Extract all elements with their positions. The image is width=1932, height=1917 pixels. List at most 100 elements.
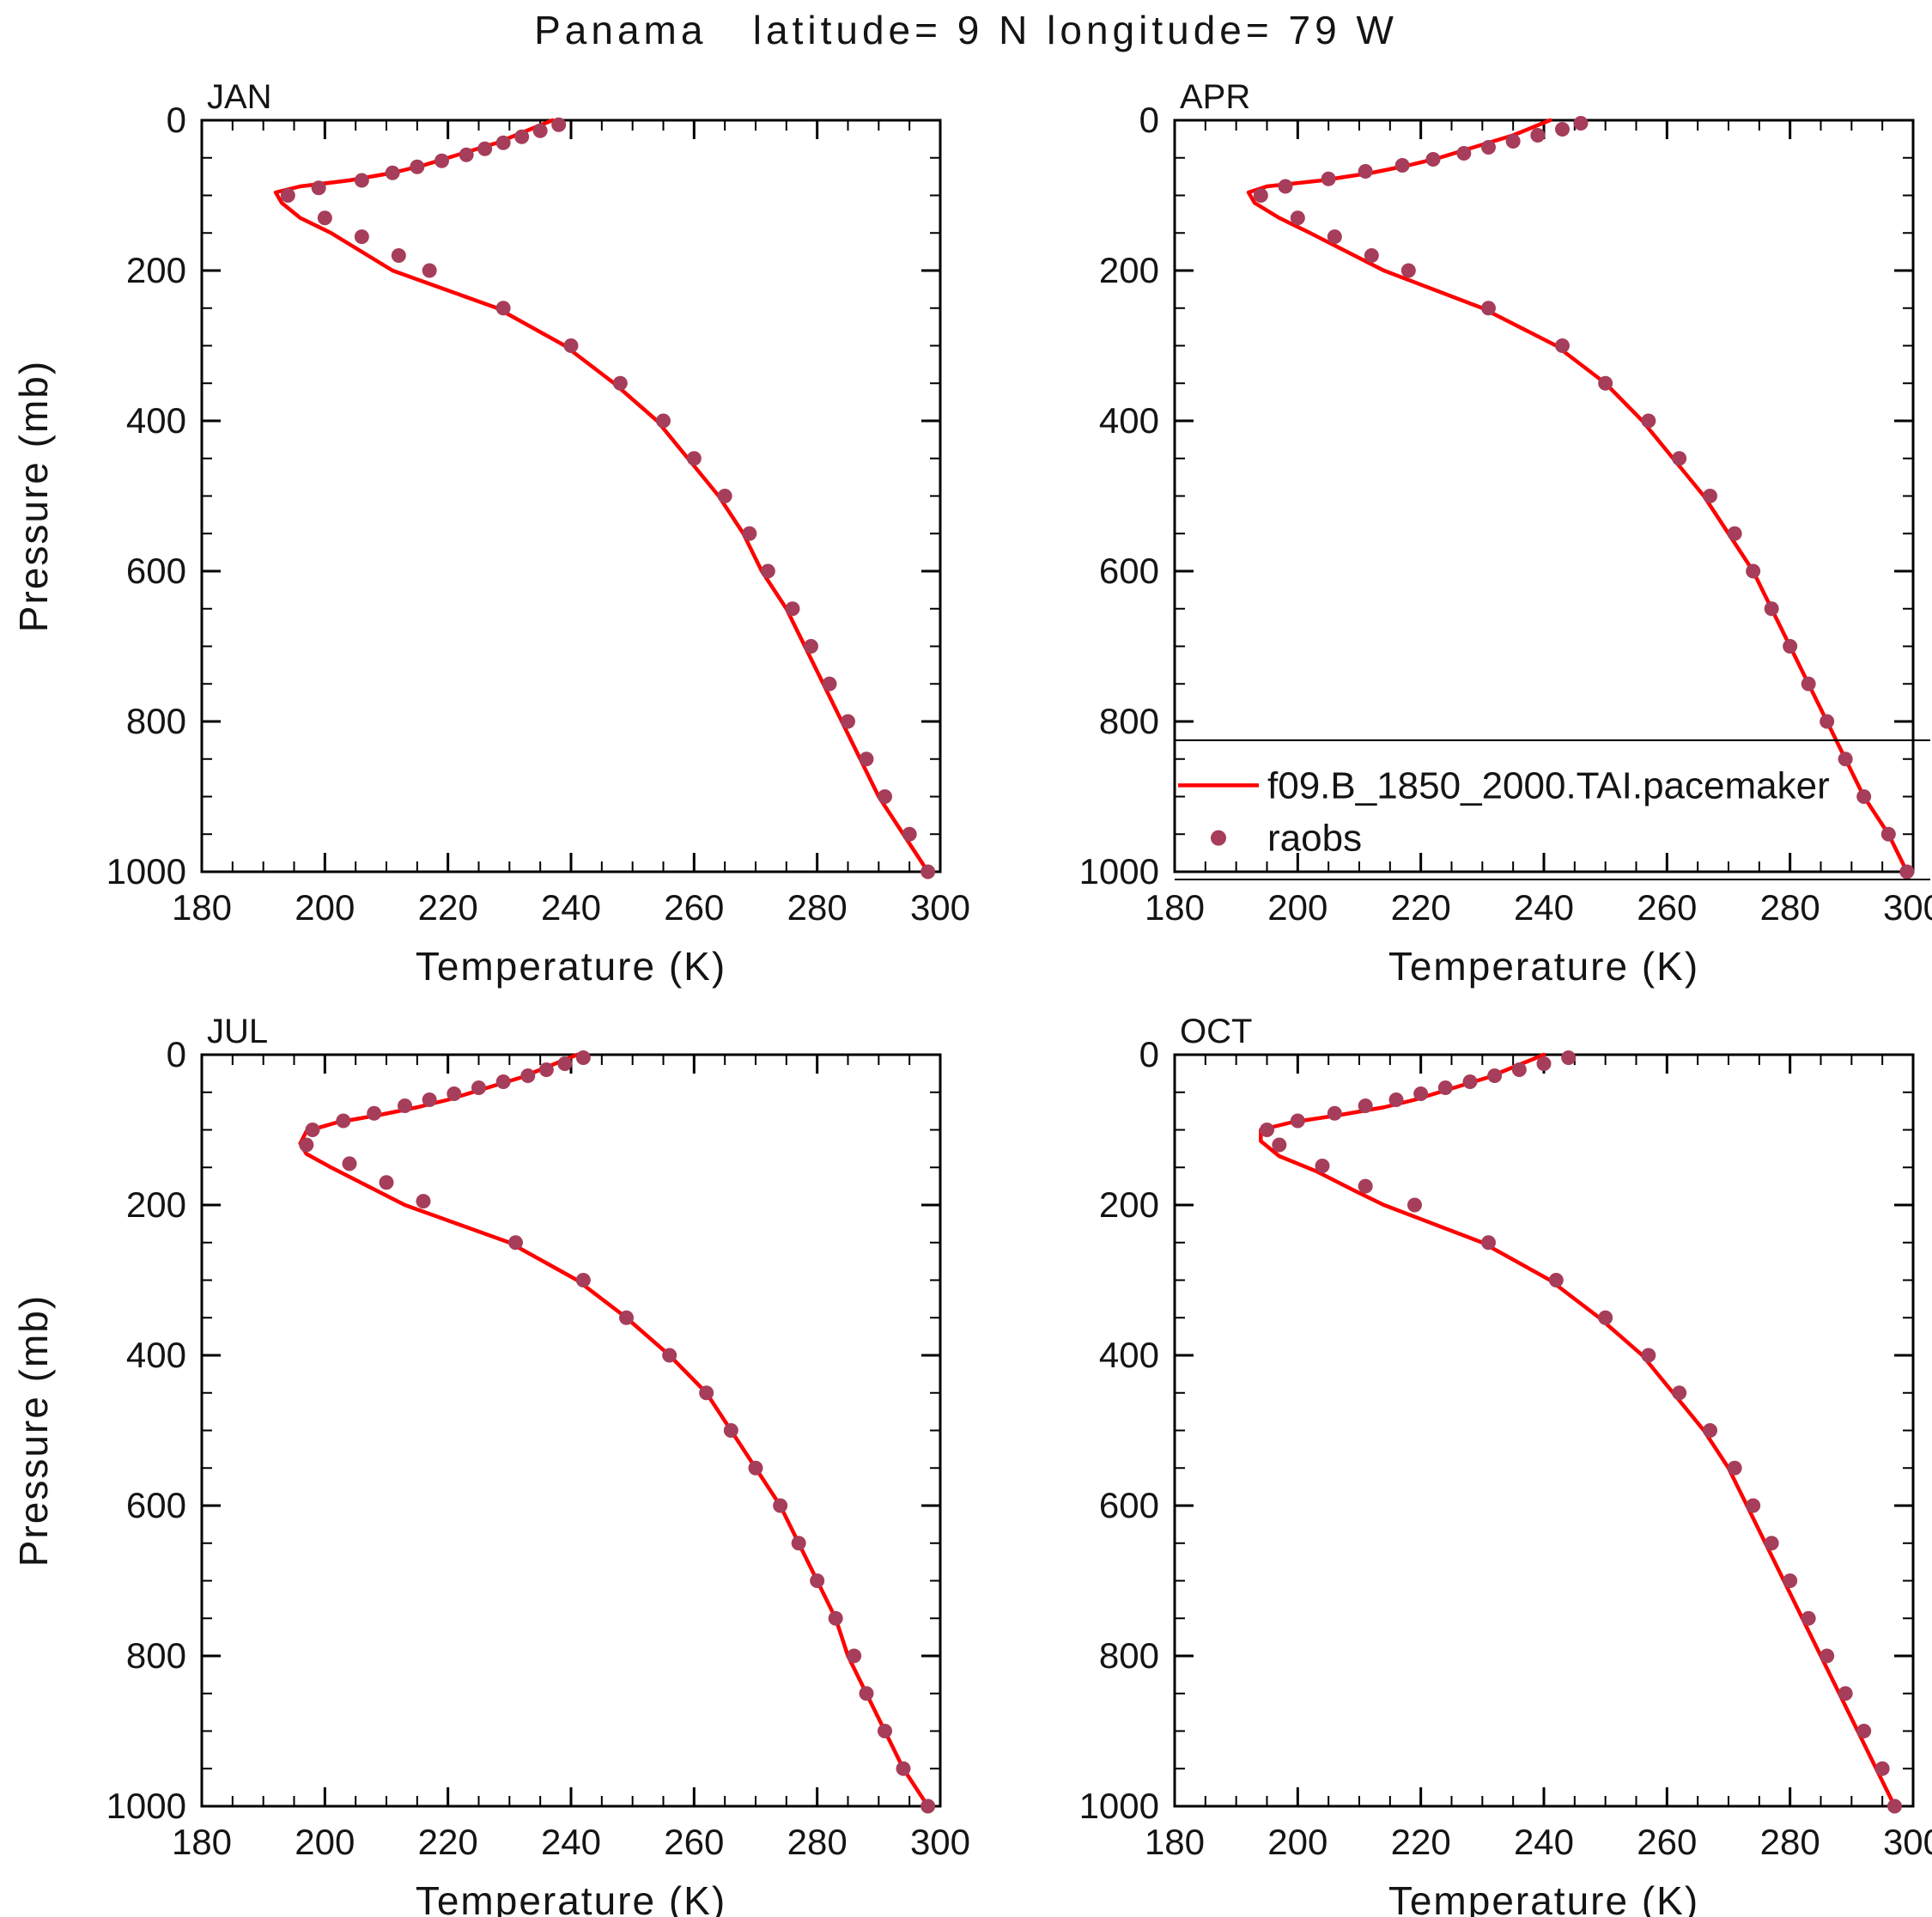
x-tick-label: 220 <box>1391 887 1451 928</box>
obs-dot <box>822 676 837 691</box>
x-tick-label: 260 <box>664 1822 724 1862</box>
x-tick-label: 200 <box>295 1822 355 1862</box>
x-tick-label: 220 <box>418 1822 478 1862</box>
obs-dot <box>354 173 369 188</box>
obs-dots <box>280 117 936 879</box>
obs-dot <box>311 180 326 196</box>
y-axis-title: Pressure (mb) <box>11 1294 56 1567</box>
obs-dot <box>379 1175 394 1190</box>
obs-dot <box>495 135 511 150</box>
obs-dot <box>1746 563 1761 579</box>
obs-dot <box>1764 601 1779 617</box>
y-tick-label: 600 <box>126 551 186 591</box>
obs-dot <box>878 789 892 804</box>
y-tick-label: 600 <box>1099 1485 1159 1525</box>
y-tick-label: 1000 <box>1079 851 1159 892</box>
obs-dot <box>398 1098 412 1113</box>
obs-dot <box>1641 1348 1656 1363</box>
obs-dot <box>859 752 874 767</box>
x-tick-label: 240 <box>1514 887 1574 928</box>
obs-dot <box>1530 128 1546 143</box>
obs-dot <box>785 601 800 617</box>
obs-dot <box>1887 1798 1902 1814</box>
obs-dot <box>1327 1105 1342 1121</box>
panel-month-label: APR <box>1180 78 1250 116</box>
panel-month-label: OCT <box>1180 1013 1252 1050</box>
obs-dot <box>656 413 671 429</box>
obs-dot <box>1388 1092 1404 1107</box>
obs-dot <box>1481 140 1496 155</box>
obs-dot <box>1801 1610 1816 1626</box>
obs-dot <box>1899 864 1915 879</box>
obs-dot <box>538 1062 554 1077</box>
obs-dot <box>459 147 474 162</box>
obs-dot <box>1260 1123 1274 1137</box>
x-tick-label: 300 <box>910 1822 970 1862</box>
obs-dot <box>748 1460 763 1476</box>
obs-dot <box>354 229 369 245</box>
tick-labels: 180 200 220 240 260 280 300 0 200 400 600 800 1000 <box>106 1034 970 1862</box>
y-tick-label: 200 <box>1099 250 1159 290</box>
y-tick-label: 600 <box>126 1485 186 1525</box>
obs-dot <box>717 489 732 503</box>
obs-dot <box>305 1123 320 1137</box>
obs-dot <box>508 1235 523 1251</box>
tick-labels: 180 200 220 240 260 280 300 0 200 400 600 800 1000 <box>1079 100 1932 928</box>
obs-dot <box>1672 1385 1687 1401</box>
obs-dot <box>422 1092 437 1107</box>
x-tick-label: 220 <box>418 887 478 928</box>
tick-labels: 180 200 220 240 260 280 300 0 200 400 600 800 1000 <box>106 100 970 928</box>
x-tick-label: 300 <box>910 887 970 928</box>
y-tick-label: 0 <box>1139 1034 1159 1074</box>
obs-dot <box>1358 164 1373 179</box>
obs-dot <box>1290 210 1305 226</box>
obs-dot <box>1856 1724 1872 1738</box>
x-tick-label: 220 <box>1391 1822 1451 1862</box>
obs-dot <box>1272 1137 1287 1153</box>
obs-dot <box>878 1724 892 1738</box>
model-line <box>1259 1052 1897 1809</box>
ticks <box>200 119 942 873</box>
obs-dot <box>791 1536 806 1551</box>
obs-dot <box>410 159 425 174</box>
obs-dot <box>810 1573 825 1588</box>
y-tick-label: 800 <box>1099 1635 1159 1676</box>
obs-dot <box>723 1423 738 1438</box>
obs-dot <box>760 563 775 579</box>
x-axis-title: Temperature (K) <box>1388 1878 1699 1917</box>
obs-dot <box>299 1137 314 1153</box>
obs-dot <box>1801 676 1816 691</box>
obs-dot <box>619 1310 634 1325</box>
model-line <box>273 118 930 874</box>
obs-dot <box>575 1050 591 1065</box>
y-tick-label: 200 <box>126 250 186 290</box>
obs-dot <box>1555 122 1570 137</box>
obs-dot <box>1487 1068 1503 1083</box>
obs-dot <box>1400 263 1416 278</box>
obs-dot <box>280 188 295 203</box>
obs-dot <box>1641 413 1656 429</box>
obs-dot <box>1783 1573 1798 1588</box>
obs-dot <box>1703 489 1717 503</box>
x-axis-title: Temperature (K) <box>416 944 726 989</box>
obs-dot <box>1598 375 1613 391</box>
x-tick-label: 280 <box>1760 1822 1820 1862</box>
y-tick-label: 1000 <box>106 1786 186 1826</box>
obs-dot <box>1407 1197 1422 1213</box>
panel-month-label: JAN <box>207 78 272 116</box>
legend-dot-sample <box>1211 830 1226 846</box>
panel-JUL: 180 200 220 240 260 280 300 0 200 400 600 800 1000 Te… <box>11 1013 970 1917</box>
obs-dot <box>477 141 493 156</box>
obs-dot <box>416 1194 431 1209</box>
figure-title: Panama latitude= 9 N longitude= 79 W <box>534 8 1398 52</box>
obs-dot <box>495 301 511 316</box>
panel-month-label: JUL <box>207 1013 268 1050</box>
x-axis-title: Temperature (K) <box>416 1878 726 1917</box>
obs-dot <box>1358 1098 1373 1113</box>
obs-dot <box>1315 1159 1330 1173</box>
obs-dot <box>841 714 855 729</box>
obs-dot <box>367 1105 382 1121</box>
